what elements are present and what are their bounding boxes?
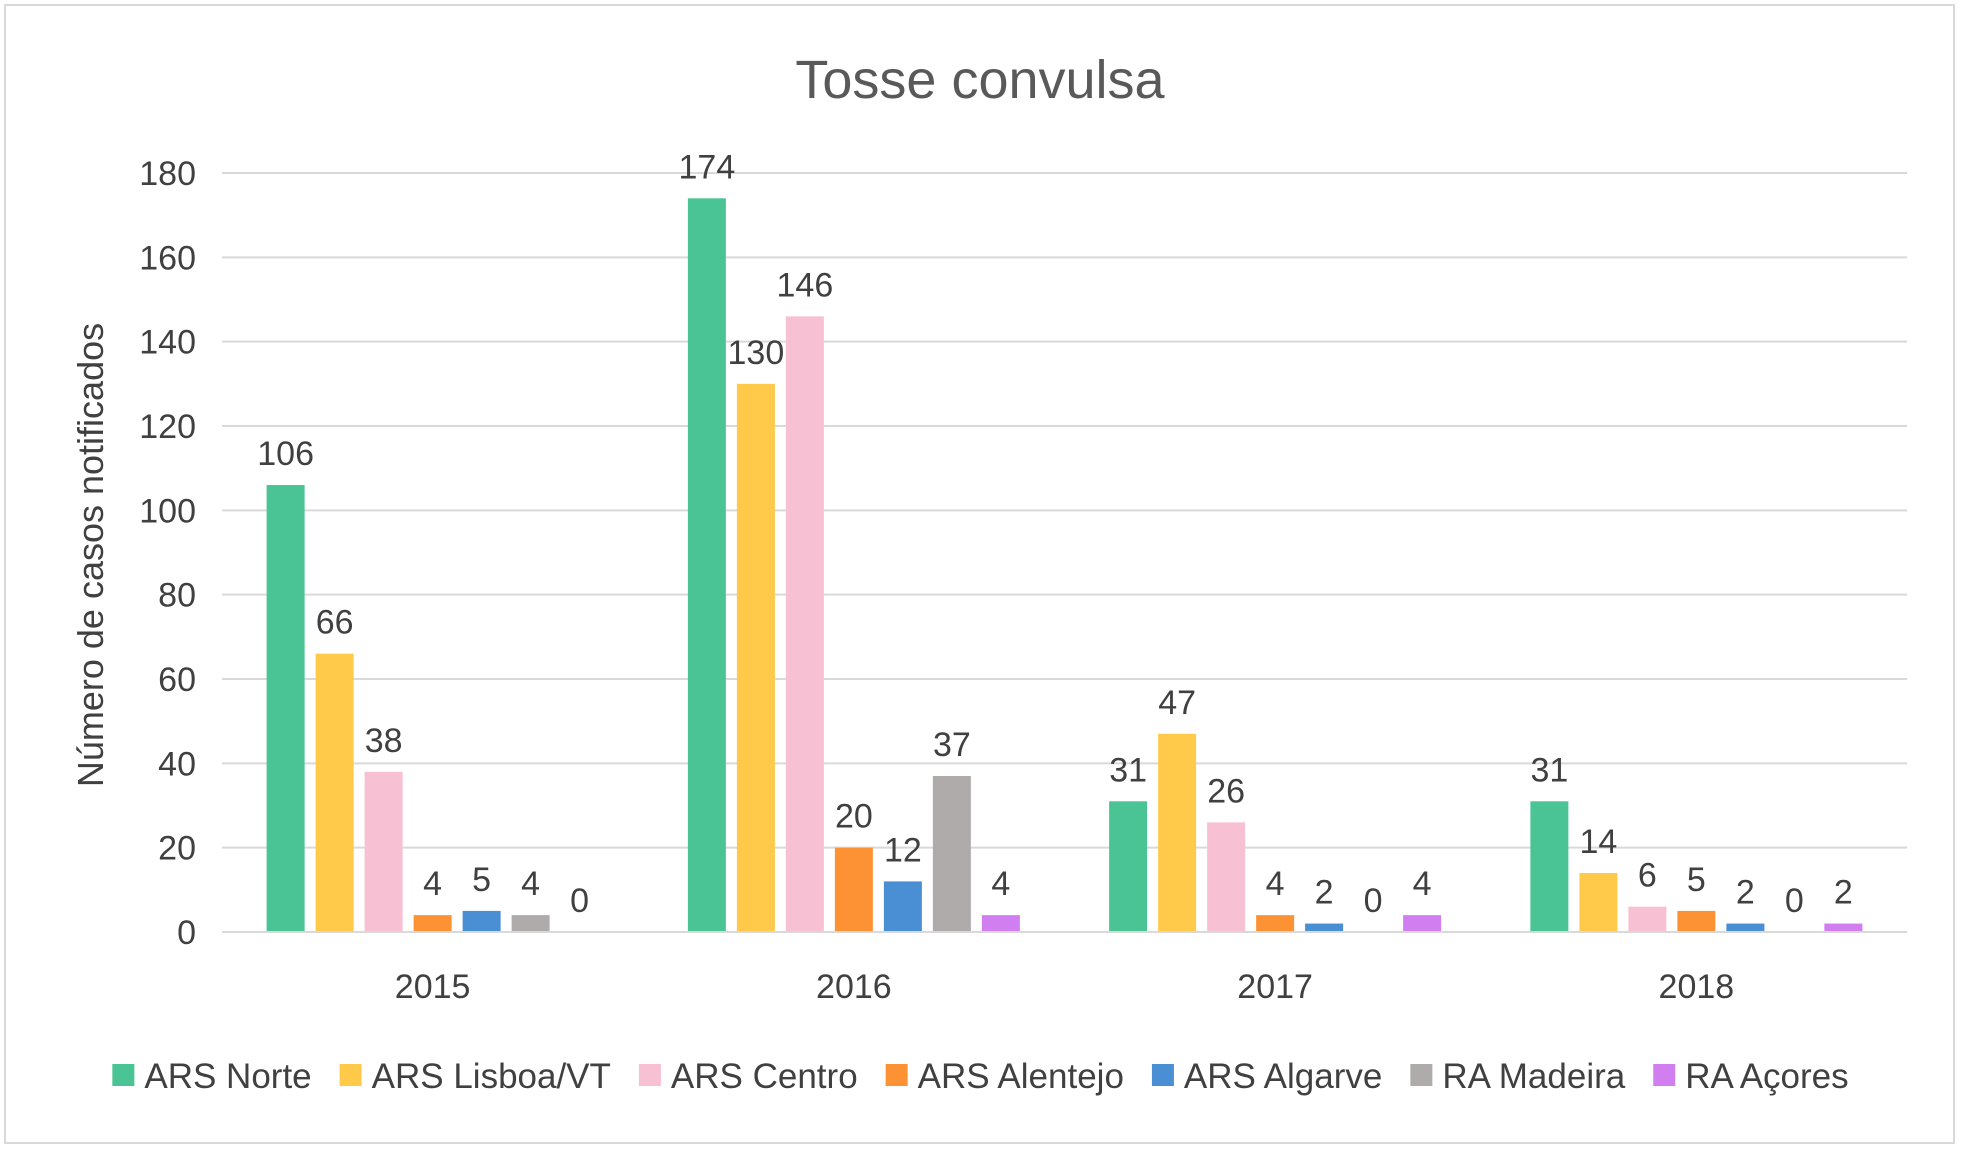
data-label: 2: [1834, 874, 1853, 912]
legend-swatch: [638, 1064, 661, 1086]
bar: [1207, 822, 1246, 932]
legend-item: ARS Lisboa/VT: [339, 1057, 611, 1096]
x-tick-label: 2017: [1237, 968, 1313, 1006]
legend-swatch: [112, 1064, 135, 1086]
bar: [1824, 923, 1863, 932]
data-label: 66: [316, 604, 354, 642]
legend-swatch: [885, 1064, 908, 1086]
x-tick-label: 2018: [1659, 968, 1735, 1006]
legend-item: ARS Centro: [638, 1057, 858, 1096]
bar: [687, 198, 726, 933]
y-tick-label: 180: [139, 155, 196, 193]
legend-label: ARS Lisboa/VT: [372, 1057, 611, 1096]
y-axis-ticks: 0 20 40 60 80 100 120 140 160 180: [139, 155, 196, 952]
bar: [932, 775, 971, 932]
y-tick-label: 40: [158, 745, 196, 783]
data-label: 0: [570, 882, 589, 920]
bar: [1530, 801, 1569, 932]
x-tick-label: 2016: [816, 968, 892, 1006]
y-tick-label: 60: [158, 661, 196, 699]
data-label: 4: [1266, 865, 1285, 903]
data-label: 26: [1207, 772, 1245, 810]
y-axis-label: Número de casos notificados: [70, 323, 111, 787]
data-label: 4: [423, 865, 442, 903]
y-tick-label: 0: [177, 914, 196, 952]
legend-item: ARS Alentejo: [885, 1057, 1124, 1096]
data-label: 174: [679, 148, 736, 186]
data-label: 0: [1364, 882, 1383, 920]
data-label: 130: [728, 334, 785, 372]
bar: [834, 847, 873, 932]
grid-lines: [222, 172, 1907, 849]
legend-swatch: [1653, 1064, 1676, 1086]
bar: [1726, 923, 1765, 932]
data-label: 2: [1315, 874, 1334, 912]
y-tick-label: 120: [139, 408, 196, 446]
y-tick-label: 140: [139, 324, 196, 362]
bar: [883, 881, 922, 932]
data-label: 38: [365, 722, 403, 760]
bar: [981, 915, 1020, 932]
data-label: 146: [777, 266, 834, 304]
data-label: 14: [1579, 823, 1617, 861]
y-tick-label: 20: [158, 830, 196, 868]
bar: [315, 653, 354, 932]
legend-label: ARS Norte: [144, 1057, 311, 1096]
legend-item: RA Madeira: [1410, 1057, 1626, 1096]
y-tick-label: 80: [158, 577, 196, 615]
bars: [266, 198, 1863, 933]
bar: [736, 383, 775, 932]
data-label: 31: [1530, 751, 1568, 789]
bar: [1305, 923, 1344, 932]
bar: [1579, 872, 1618, 932]
legend-swatch: [1410, 1064, 1433, 1086]
y-tick-label: 100: [139, 492, 196, 530]
legend-label: ARS Alentejo: [918, 1057, 1124, 1096]
data-label: 31: [1109, 751, 1147, 789]
bar: [266, 485, 305, 932]
legend-label: ARS Centro: [671, 1057, 858, 1096]
chart-frame: [4, 4, 1955, 1144]
bar: [1256, 915, 1295, 932]
bar: [462, 910, 501, 932]
bar: [785, 316, 824, 932]
bar: [1109, 801, 1148, 932]
x-axis-ticks: 2015 2016 2017 2018: [395, 968, 1734, 1006]
data-label: 106: [257, 435, 314, 473]
bar: [1403, 915, 1442, 932]
legend-swatch: [1151, 1064, 1174, 1086]
legend-label: RA Açores: [1685, 1057, 1848, 1096]
data-label: 2: [1736, 874, 1755, 912]
data-label: 20: [835, 798, 873, 836]
legend-item: ARS Norte: [112, 1057, 312, 1096]
bar: [364, 771, 403, 932]
legend-item: RA Açores: [1653, 1057, 1849, 1096]
legend-item: ARS Algarve: [1151, 1057, 1382, 1096]
data-label: 5: [1687, 861, 1706, 899]
data-label: 4: [521, 865, 540, 903]
bar: [1628, 906, 1667, 932]
data-label: 12: [884, 831, 922, 869]
bar: [413, 915, 452, 932]
data-label: 47: [1158, 684, 1196, 722]
legend-label: RA Madeira: [1442, 1057, 1625, 1096]
legend: ARS Norte ARS Lisboa/VT ARS Centro ARS Alen…: [112, 1057, 1849, 1096]
legend-label: ARS Algarve: [1184, 1057, 1382, 1096]
data-label: 6: [1638, 857, 1657, 895]
bar: [1677, 910, 1716, 932]
data-label: 5: [472, 861, 491, 899]
y-tick-label: 160: [139, 239, 196, 277]
x-tick-label: 2015: [395, 968, 471, 1006]
chart-title: Tosse convulsa: [795, 50, 1165, 110]
bar: [511, 915, 550, 932]
data-label: 4: [1413, 865, 1432, 903]
data-label: 0: [1785, 882, 1804, 920]
data-label: 4: [991, 865, 1010, 903]
legend-swatch: [339, 1064, 362, 1086]
bar: [1158, 733, 1197, 932]
data-label: 37: [933, 726, 971, 764]
